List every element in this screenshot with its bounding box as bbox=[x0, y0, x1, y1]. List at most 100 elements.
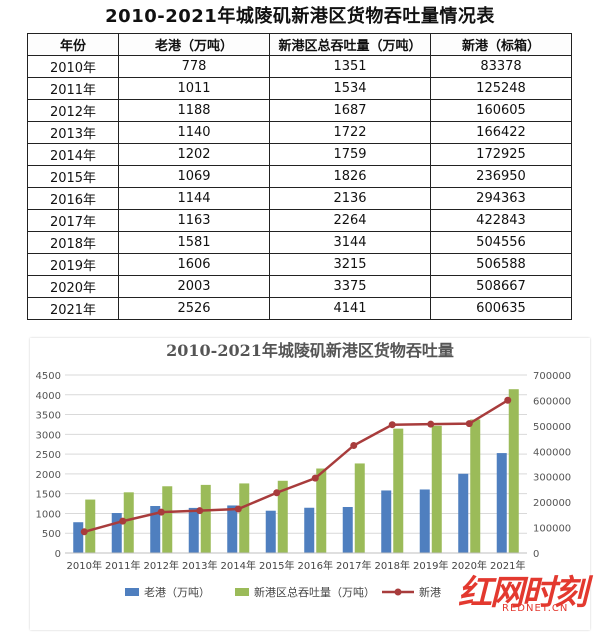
table-header-row: 年份 老港（万吨） 新港区总吞吐量（万吨） 新港（标箱） bbox=[27, 33, 572, 56]
table-row: 2011年 1011 1534 125248 bbox=[27, 77, 572, 100]
table-cell: 1581 bbox=[118, 231, 270, 254]
table-cell: 2012年 bbox=[27, 99, 119, 122]
line-point-new-port-teu bbox=[157, 508, 165, 516]
table-cell: 172925 bbox=[430, 143, 572, 166]
table-cell: 1069 bbox=[118, 165, 270, 188]
throughput-chart: 2010-2021年城陵矶新港区货物吞吐量 0 500 1000 1500 2000 250… bbox=[36, 341, 572, 599]
table-cell: 1687 bbox=[269, 99, 431, 122]
line-point-new-port-teu bbox=[234, 505, 242, 513]
table-cell: 1534 bbox=[269, 77, 431, 100]
bar-new-port-total bbox=[431, 425, 442, 553]
line-point-new-port-teu bbox=[465, 420, 473, 428]
table-row: 2018年 1581 3144 504556 bbox=[27, 231, 572, 254]
bar-new-port-total bbox=[239, 483, 250, 553]
table-cell: 2017年 bbox=[27, 209, 119, 232]
table-cell: 2014年 bbox=[27, 143, 119, 166]
table-cell: 1722 bbox=[269, 121, 431, 144]
table-cell: 125248 bbox=[430, 77, 572, 100]
y-left-tick-label: 2000 bbox=[36, 470, 61, 481]
line-point-new-port-teu bbox=[273, 489, 281, 497]
y-left-tick-label: 2500 bbox=[36, 450, 61, 461]
y-left-tick-label: 3000 bbox=[36, 430, 61, 441]
bar-old-port bbox=[265, 510, 276, 553]
bar-new-port-total bbox=[85, 499, 96, 553]
line-new-port-teu bbox=[83, 399, 509, 534]
y-right-tick-label: 200000 bbox=[533, 498, 571, 509]
table-row: 2020年 2003 3375 508667 bbox=[27, 275, 572, 298]
bar-old-port bbox=[304, 507, 315, 553]
bar-old-port bbox=[381, 490, 392, 553]
x-tick-label: 2019年 bbox=[413, 559, 448, 572]
table-cell: 2011年 bbox=[27, 77, 119, 100]
table-cell: 778 bbox=[118, 55, 270, 78]
bar-new-port-total bbox=[354, 463, 365, 553]
bar-old-port bbox=[458, 473, 469, 553]
table-cell: 1606 bbox=[118, 253, 270, 276]
chart-title: 2010-2021年城陵矶新港区货物吞吐量 bbox=[166, 341, 454, 360]
legend-label-old-port: 老港（万吨） bbox=[144, 586, 210, 599]
table-cell: 2264 bbox=[269, 209, 431, 232]
x-tick-label: 2011年 bbox=[105, 559, 140, 572]
table-row: 2010年 778 1351 83378 bbox=[27, 55, 572, 78]
bar-old-port bbox=[419, 489, 430, 553]
bar-new-port-total bbox=[162, 486, 173, 553]
table-cell: 2020年 bbox=[27, 275, 119, 298]
table-cell: 236950 bbox=[430, 165, 572, 188]
bar-old-port bbox=[188, 507, 199, 553]
table-cell: 294363 bbox=[430, 187, 572, 210]
table-cell: 1188 bbox=[118, 99, 270, 122]
x-tick-label: 2020年 bbox=[452, 559, 487, 572]
y-right-tick-label: 700000 bbox=[533, 371, 571, 382]
y-right-tick-label: 300000 bbox=[533, 473, 571, 484]
y-left-tick-label: 3500 bbox=[36, 411, 61, 422]
legend-swatch-old-port bbox=[125, 588, 139, 596]
legend-swatch-marker-new-port-teu bbox=[394, 588, 402, 596]
y-left-tick-label: 4000 bbox=[36, 391, 61, 402]
x-tick-label: 2014年 bbox=[221, 559, 256, 572]
x-tick-label: 2012年 bbox=[144, 559, 179, 572]
line-point-new-port-teu bbox=[504, 396, 512, 404]
table-cell: 422843 bbox=[430, 209, 572, 232]
bar-old-port bbox=[73, 522, 84, 553]
bar-new-port-total bbox=[470, 419, 481, 553]
table-cell: 2003 bbox=[118, 275, 270, 298]
table-row: 2019年 1606 3215 506588 bbox=[27, 253, 572, 276]
table-cell: 3215 bbox=[269, 253, 431, 276]
y-right-tick-label: 600000 bbox=[533, 396, 571, 407]
chart-panel: 2010-2021年城陵矶新港区货物吞吐量 0 500 1000 1500 2000 250… bbox=[30, 338, 590, 630]
table-cell: 600635 bbox=[430, 297, 572, 320]
table-cell: 2019年 bbox=[27, 253, 119, 276]
table-cell: 160605 bbox=[430, 99, 572, 122]
column-header-new-port-teu: 新港（标箱） bbox=[430, 33, 572, 56]
line-point-new-port-teu bbox=[80, 528, 88, 536]
bar-new-port-total bbox=[508, 389, 519, 553]
x-tick-label: 2016年 bbox=[298, 559, 333, 572]
line-point-new-port-teu bbox=[388, 421, 396, 429]
page-title: 2010-2021年城陵矶新港区货物吞吐量情况表 bbox=[105, 6, 495, 27]
watermark-logo: 红网时刻 REDNET.CN bbox=[458, 565, 593, 625]
legend-swatch-new-port-total bbox=[235, 588, 249, 596]
table-cell: 1202 bbox=[118, 143, 270, 166]
bar-new-port-total bbox=[123, 492, 134, 553]
watermark-subtext: REDNET.CN bbox=[502, 603, 569, 614]
x-tick-label: 2017年 bbox=[336, 559, 371, 572]
y-right-tick-label: 100000 bbox=[533, 524, 571, 535]
table-cell: 2018年 bbox=[27, 231, 119, 254]
y-right-tick-label: 0 bbox=[533, 549, 539, 560]
table-row: 2021年 2526 4141 600635 bbox=[27, 297, 572, 320]
table-cell: 1351 bbox=[269, 55, 431, 78]
table-cell: 504556 bbox=[430, 231, 572, 254]
line-point-new-port-teu bbox=[311, 474, 319, 482]
table-cell: 1140 bbox=[118, 121, 270, 144]
table-cell: 2010年 bbox=[27, 55, 119, 78]
table-cell: 1163 bbox=[118, 209, 270, 232]
table-cell: 1759 bbox=[269, 143, 431, 166]
table-row: 2012年 1188 1687 160605 bbox=[27, 99, 572, 122]
column-header-new-port-total: 新港区总吞吐量（万吨） bbox=[269, 33, 431, 56]
x-tick-label: 2013年 bbox=[182, 559, 217, 572]
bar-new-port-total bbox=[200, 484, 211, 553]
bar-new-port-total bbox=[316, 468, 327, 553]
y-right-tick-label: 500000 bbox=[533, 422, 571, 433]
bar-new-port-total bbox=[277, 480, 288, 553]
bar-old-port bbox=[496, 453, 507, 553]
